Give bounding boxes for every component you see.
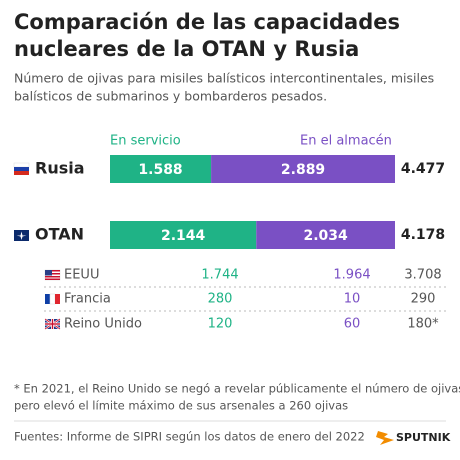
brand: SPUTNIK (396, 431, 451, 444)
value-label: 2.889 (281, 162, 325, 178)
brand-logo (376, 431, 394, 445)
flag-uk (44, 318, 61, 330)
flag-france (45, 293, 60, 305)
flag-us (44, 269, 61, 281)
row-in-service: 1.744 (201, 268, 238, 283)
row-stored: 10 (344, 292, 361, 307)
bar-segment (211, 155, 395, 183)
row-name: Francia (64, 292, 111, 307)
category-label: Rusia (35, 159, 85, 178)
row-in-service: 280 (208, 292, 233, 307)
value-label: 2.144 (161, 228, 206, 244)
row-total: 290 (411, 292, 436, 307)
row-stored: 60 (344, 317, 361, 332)
value-label: 1.588 (138, 162, 182, 178)
bar-segment (256, 221, 395, 249)
row-total: 180* (407, 317, 439, 332)
bar-segment (110, 155, 212, 183)
total-label: 4.477 (401, 161, 445, 177)
flag-nato (14, 230, 29, 241)
title-line: Comparación de las capacidades (14, 10, 400, 34)
bar-segment (110, 221, 257, 249)
row-name: EEUU (64, 268, 99, 283)
subtitle-line: Número de ojivas para misiles balísticos… (14, 71, 434, 86)
subtitle-line: balísticos de submarinos y bombarderos p… (14, 89, 327, 104)
flag-russia (13, 162, 30, 175)
legend-label: En el almacén (300, 134, 392, 149)
category-label: OTAN (35, 225, 84, 244)
value-label: 2.034 (303, 228, 348, 244)
footnote-line: pero elevó el límite máximo de sus arsen… (14, 399, 348, 413)
row-in-service: 120 (208, 317, 233, 332)
row-total: 3.708 (404, 268, 441, 283)
footnote-line: * En 2021, el Reino Unido se negó a reve… (14, 382, 460, 396)
title-line: nucleares de la OTAN y Rusia (14, 37, 359, 61)
legend-label: En servicio (110, 134, 181, 149)
source: Fuentes: Informe de SIPRI según los dato… (14, 430, 365, 444)
row-stored: 1.964 (333, 268, 370, 283)
total-label: 4.178 (401, 227, 445, 243)
row-name: Reino Unido (64, 317, 142, 332)
